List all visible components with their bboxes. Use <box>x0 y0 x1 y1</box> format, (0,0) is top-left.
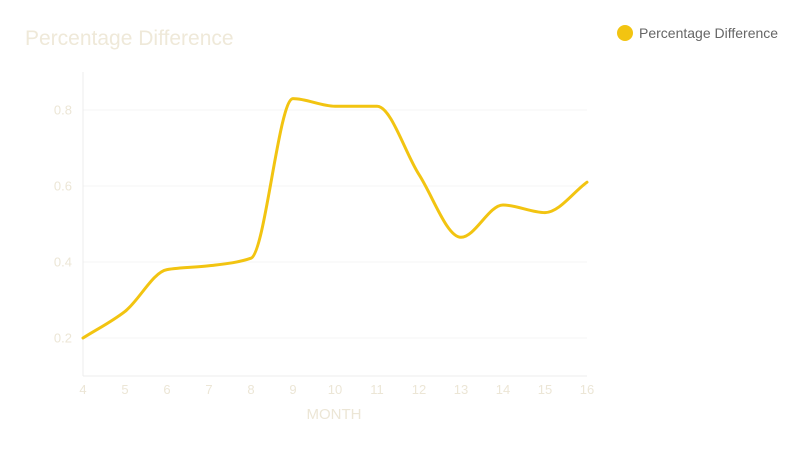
x-tick-label: 5 <box>121 382 128 397</box>
x-tick-label: 11 <box>370 382 384 397</box>
x-tick-label: 9 <box>289 382 296 397</box>
y-tick-label: 0.8 <box>54 103 72 118</box>
x-tick-label: 13 <box>454 382 468 397</box>
chart-title: Percentage Difference <box>25 27 234 50</box>
x-tick-label: 14 <box>496 382 510 397</box>
series <box>81 97 589 340</box>
y-tick-label: 0.6 <box>54 179 72 194</box>
legend-swatch-icon <box>617 25 633 41</box>
grid-lines <box>83 109 587 339</box>
x-tick-label: 15 <box>538 382 552 397</box>
series-line[interactable] <box>81 97 589 340</box>
x-tick-label: 16 <box>580 382 594 397</box>
tick-labels: 0.2 0.4 0.6 0.8 4 5 6 7 8 9 10 11 12 13 14 15 16 <box>54 103 594 398</box>
x-tick-label: 10 <box>328 382 342 397</box>
y-tick-label: 0.4 <box>54 255 72 270</box>
y-tick-label: 0.2 <box>54 331 72 346</box>
x-axis-label: MONTH <box>307 406 362 423</box>
x-tick-label: 12 <box>412 382 426 397</box>
x-tick-label: 6 <box>163 382 170 397</box>
legend[interactable]: Percentage Difference <box>617 25 778 41</box>
axes <box>82 72 587 377</box>
legend-label: Percentage Difference <box>639 25 779 41</box>
x-tick-label: 4 <box>79 382 86 397</box>
x-tick-label: 8 <box>247 382 254 397</box>
x-tick-label: 7 <box>205 382 212 397</box>
